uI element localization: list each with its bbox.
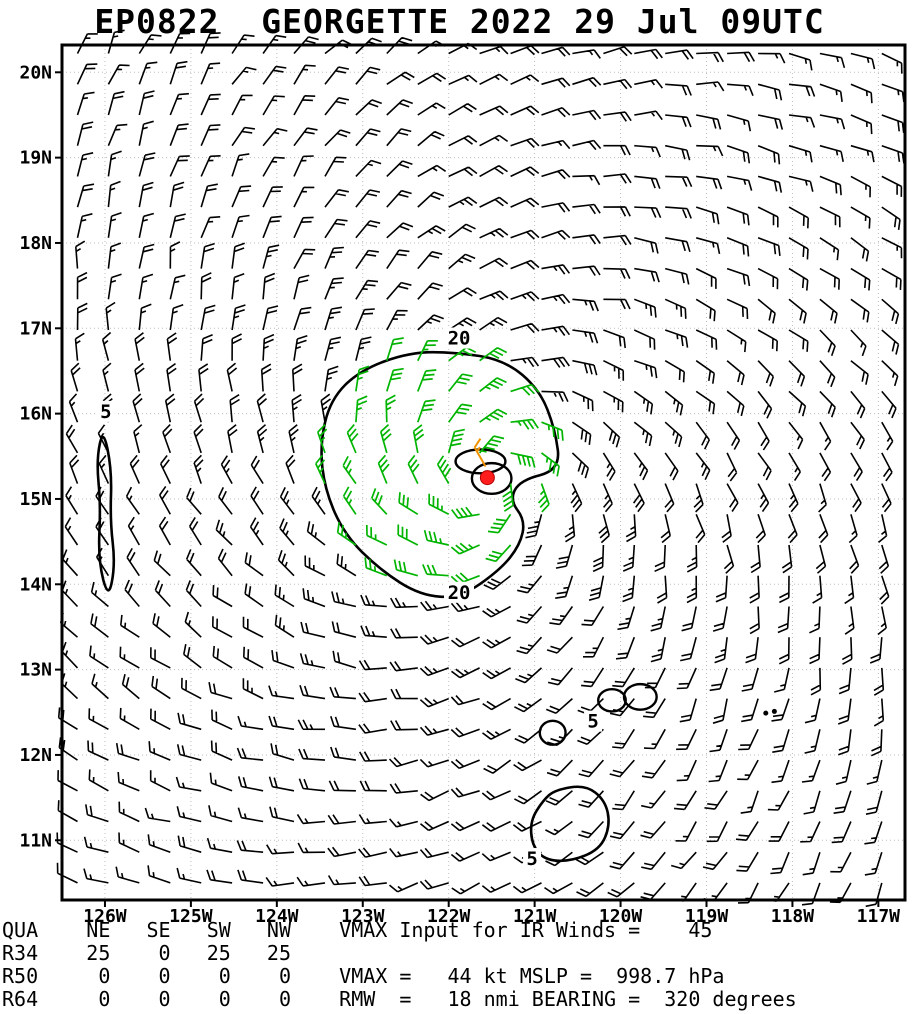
stats-footer: QUA NE SE SW NW VMAX Input for IR Winds … [2,919,797,1011]
isotach-contour-5 [538,719,567,746]
footer-line-quadrants: QUA NE SE SW NW VMAX Input for IR Winds … [2,918,713,942]
lat-tick-label: 18N [19,233,52,254]
lat-tick-label: 13N [19,660,52,681]
footer-line-r64-rmw-bearing: R64 0 0 0 0 RMW = 18 nmi BEARING = 320 d… [2,987,797,1011]
lat-tick-label: 16N [19,404,52,425]
axes-layer: 20N 19N 18N 17N 16N 15N 14N 13N 12N 11N 126W 125W 12… [19,43,907,927]
storm-center-marker [479,470,495,486]
contour-label: 5 [526,848,537,870]
isotach-contour-5 [96,435,116,592]
lon-tick-label: 121W [513,906,557,927]
lon-tick-label: 117W [857,906,901,927]
contour-label: 5 [587,711,598,733]
lat-tick-label: 19N [19,148,52,169]
contour-dot [771,708,777,714]
lon-tick-label: 122W [427,906,471,927]
page-title: EP0822 GEORGETTE 2022 29 Jul 09UTC [94,2,825,41]
storm-center-layer [479,470,495,486]
contour-dot [763,710,769,716]
isotach-contour-5 [622,682,658,711]
special-barb [473,438,487,468]
contour-layer [96,350,777,863]
wind-barbs-green [315,337,564,585]
lon-tick-label: 126W [83,906,127,927]
footer-line-r34: R34 25 0 25 25 [2,941,291,965]
lat-tick-label: 14N [19,574,52,595]
contour-label: 20 [448,328,471,350]
lat-tick-label: 17N [19,318,52,339]
footer-line-r50-vmax-mslp: R50 0 0 0 0 VMAX = 44 kt MSLP = 998.7 hP… [2,964,725,988]
lon-tick-label: 124W [255,906,299,927]
graticule-layer [62,45,905,900]
wind-barb-layer [56,29,905,908]
wind-barbs-black [56,29,905,908]
isotach-contour-20 [454,448,507,475]
lat-tick-label: 12N [19,745,52,766]
lon-tick-label: 123W [341,906,385,927]
lat-tick-label: 15N [19,489,52,510]
contour-label: 20 [448,582,471,604]
lon-tick-label: 119W [685,906,729,927]
wind-barb-map: 20N 19N 18N 17N 16N 15N 14N 13N 12N 11N 126W 125W 12… [19,29,907,927]
lon-tick-label: 120W [599,906,643,927]
isotach-contour-20 [470,461,513,496]
lat-tick-label: 11N [19,830,52,851]
lon-tick-label: 125W [169,906,213,927]
lon-tick-label: 118W [771,906,815,927]
isotach-contour-5 [529,785,610,863]
lat-tick-label: 20N [19,62,52,83]
contour-label: 5 [100,401,111,423]
contour-label-layer: 20 20 5 5 5 [96,327,603,870]
